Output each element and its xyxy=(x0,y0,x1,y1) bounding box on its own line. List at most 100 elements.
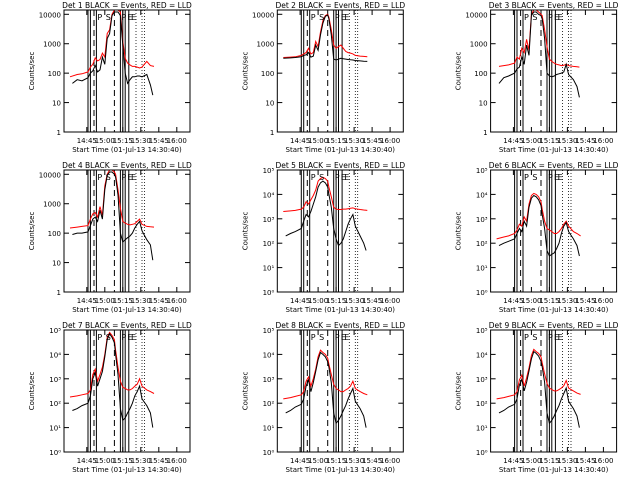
y-tick-label: 10¹ xyxy=(263,265,275,273)
panel-det-2: 1 10 100 1000 10000 14:4515:0015:1515:3015:45… xyxy=(241,1,405,154)
series-line-lld xyxy=(496,192,581,240)
y-tick-label: 10² xyxy=(49,400,61,408)
y-tick-label: 10³ xyxy=(476,376,488,384)
series-line-events xyxy=(498,11,580,98)
x-tick-label: 15:15 xyxy=(113,137,133,145)
x-tick-label: 15:30 xyxy=(557,457,577,465)
y-tick-label: 10 xyxy=(265,100,274,108)
panel-title: Det 5 BLACK = Events, RED = LLD xyxy=(275,161,405,170)
x-tick-label: 14:45 xyxy=(290,137,310,145)
y-axis-label: Counts/sec xyxy=(28,52,36,91)
x-tick-label: 15:00 xyxy=(308,457,328,465)
y-tick-label: 10² xyxy=(476,240,488,248)
event-marker-letter: P xyxy=(335,333,340,342)
x-axis-label: Start Time (01-Jul-13 14:30:40) xyxy=(286,466,396,474)
panel-det-6: 10⁰ 10¹ 10² 10³ 10⁴ 10⁵ 14:4515:0015:1515:3015… xyxy=(455,161,619,314)
event-marker-letter: E xyxy=(558,173,563,182)
series-line-events xyxy=(498,194,580,257)
y-tick-label: 10000 xyxy=(39,11,61,19)
series-line-events xyxy=(72,11,154,96)
y-axis-label: Counts/sec xyxy=(241,372,249,411)
series-line-lld xyxy=(496,348,581,400)
panel-title: Det 2 BLACK = Events, RED = LLD xyxy=(275,1,405,10)
x-tick-label: 15:00 xyxy=(521,457,541,465)
panel-title: Det 3 BLACK = Events, RED = LLD xyxy=(489,1,619,10)
y-tick-label: 100 xyxy=(48,230,61,238)
x-tick-label: 16:00 xyxy=(380,457,400,465)
x-tick-label: 15:00 xyxy=(308,297,328,305)
panel-title: Det 7 BLACK = Events, RED = LLD xyxy=(62,321,192,330)
x-tick-label: 15:45 xyxy=(362,297,382,305)
event-marker-letter: E xyxy=(344,173,349,182)
x-tick-label: 15:30 xyxy=(131,297,151,305)
x-tick-label: 15:45 xyxy=(575,457,595,465)
plot-frame xyxy=(276,9,404,133)
event-marker-letter: S xyxy=(532,173,537,182)
x-tick-label: 15:45 xyxy=(362,457,382,465)
y-tick-label: 10⁰ xyxy=(263,289,275,297)
x-tick-label: 14:45 xyxy=(503,457,523,465)
panel-det-8: 10⁰ 10¹ 10² 10³ 10⁴ 10⁵ 14:4515:0015:1515:3015… xyxy=(241,321,405,474)
event-marker-letter: S xyxy=(319,333,324,342)
series-line-lld xyxy=(498,9,580,68)
x-tick-label: 15:00 xyxy=(95,297,115,305)
x-tick-label: 16:00 xyxy=(593,297,613,305)
x-tick-label: 15:15 xyxy=(113,457,133,465)
y-axis-label: Counts/sec xyxy=(241,212,249,251)
event-marker-letter: S xyxy=(106,173,111,182)
y-tick-label: 1000 xyxy=(43,41,61,49)
panel-det-5: 10⁰ 10¹ 10² 10³ 10⁴ 10⁵ 14:4515:0015:1515:3015… xyxy=(241,161,405,314)
panel-det-3: 1 10 100 1000 10000 14:4515:0015:1515:3015:45… xyxy=(455,1,619,154)
x-tick-label: 16:00 xyxy=(380,297,400,305)
x-tick-label: 15:00 xyxy=(521,137,541,145)
event-marker-letter: P xyxy=(97,333,102,342)
x-tick-label: 14:45 xyxy=(77,137,97,145)
series-line-events xyxy=(285,180,367,251)
y-axis-label: Counts/sec xyxy=(28,212,36,251)
panel-det-4: 1 10 100 1000 10000 14:4515:0015:1515:3015:45… xyxy=(28,161,192,314)
y-tick-label: 10⁰ xyxy=(49,449,61,457)
y-tick-label: 10⁵ xyxy=(49,327,61,335)
x-tick-label: 15:15 xyxy=(539,457,559,465)
event-marker-letter: P xyxy=(121,333,126,342)
y-tick-label: 10³ xyxy=(49,376,61,384)
event-marker-letter: E xyxy=(131,13,136,22)
y-tick-label: 10 xyxy=(52,260,61,268)
y-tick-label: 1000 xyxy=(43,201,61,209)
x-tick-label: 15:15 xyxy=(326,457,346,465)
y-axis-label: Counts/sec xyxy=(241,52,249,91)
x-tick-label: 15:15 xyxy=(113,297,133,305)
x-tick-label: 15:45 xyxy=(149,457,169,465)
event-marker-letter: P xyxy=(121,13,126,22)
x-tick-label: 16:00 xyxy=(167,297,187,305)
event-marker-letter: P xyxy=(311,333,316,342)
y-tick-label: 10 xyxy=(52,100,61,108)
y-tick-label: 10¹ xyxy=(263,425,275,433)
y-tick-label: 10³ xyxy=(263,216,275,224)
event-marker-letter: P xyxy=(524,13,529,22)
plot-frame xyxy=(63,329,191,453)
series-line-events xyxy=(498,350,580,428)
y-tick-label: 1000 xyxy=(256,41,274,49)
x-axis-label: Start Time (01-Jul-13 14:30:40) xyxy=(72,306,182,314)
event-marker-letter: P xyxy=(97,173,102,182)
event-marker-letter: S xyxy=(106,333,111,342)
y-tick-label: 10⁵ xyxy=(476,327,488,335)
event-marker-letter: P xyxy=(524,333,529,342)
y-tick-label: 10⁴ xyxy=(476,351,488,359)
x-tick-label: 15:30 xyxy=(557,297,577,305)
panel-title: Det 8 BLACK = Events, RED = LLD xyxy=(275,321,405,330)
x-tick-label: 16:00 xyxy=(593,137,613,145)
series-line-events xyxy=(72,171,154,261)
x-tick-label: 15:15 xyxy=(326,297,346,305)
series-line-lld xyxy=(69,331,155,398)
x-tick-label: 14:45 xyxy=(77,457,97,465)
y-tick-label: 10¹ xyxy=(476,265,488,273)
series-line-lld xyxy=(283,176,368,212)
event-marker-letter: E xyxy=(131,333,136,342)
plot-frame xyxy=(276,329,404,453)
y-tick-label: 10⁴ xyxy=(476,191,488,199)
y-tick-label: 10⁰ xyxy=(476,449,488,457)
x-tick-label: 15:45 xyxy=(575,297,595,305)
y-tick-label: 10⁴ xyxy=(49,351,61,359)
